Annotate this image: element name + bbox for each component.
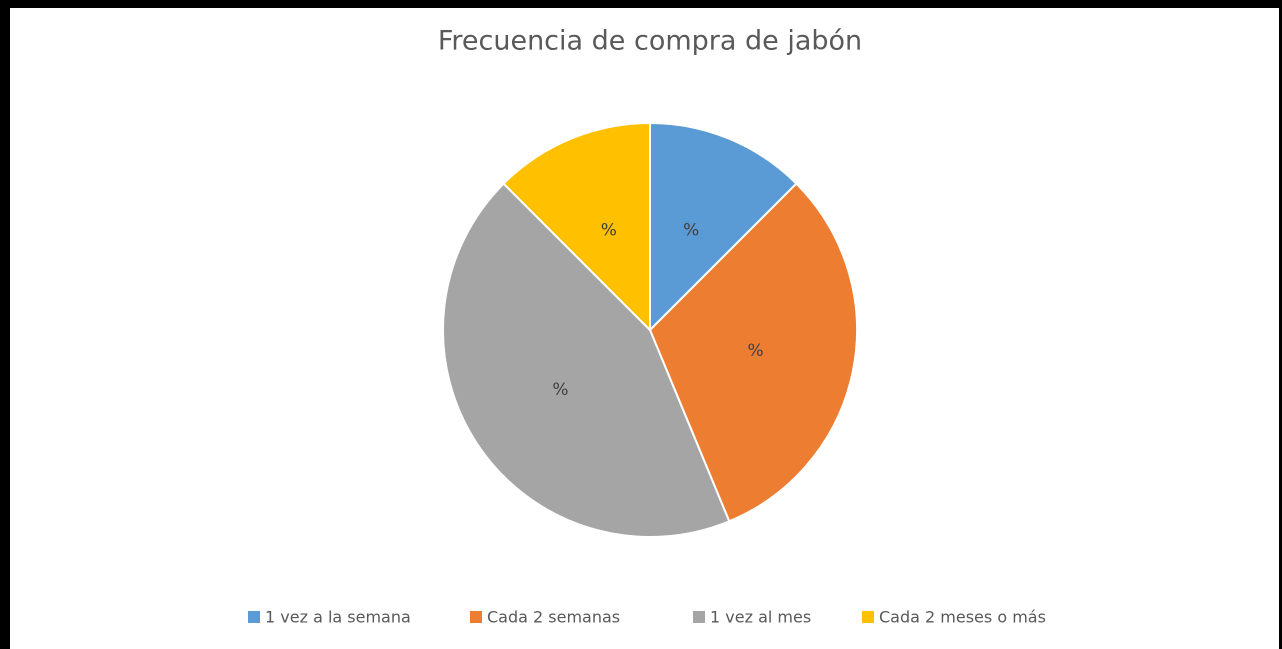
legend-swatch — [248, 611, 260, 623]
pie-slice — [649, 121, 798, 333]
legend-swatch — [470, 611, 482, 623]
pie-slice — [442, 182, 731, 538]
pie-slice — [502, 121, 651, 333]
data-label: % — [683, 221, 699, 241]
legend-swatch — [862, 611, 874, 623]
legend-label: 1 vez a la semana — [265, 608, 411, 627]
data-label: % — [601, 221, 617, 241]
frame-left — [0, 0, 10, 649]
pie-slice — [648, 182, 858, 523]
data-label: % — [747, 341, 763, 361]
frame-right — [1279, 0, 1282, 649]
legend-swatch — [693, 611, 705, 623]
frame-top — [0, 0, 1282, 8]
data-label: % — [552, 380, 568, 400]
chart-title: Frecuencia de compra de jabón — [438, 26, 862, 57]
legend-label: 1 vez al mes — [710, 608, 811, 627]
legend-label: Cada 2 meses o más — [879, 608, 1046, 627]
legend-label: Cada 2 semanas — [487, 608, 620, 627]
